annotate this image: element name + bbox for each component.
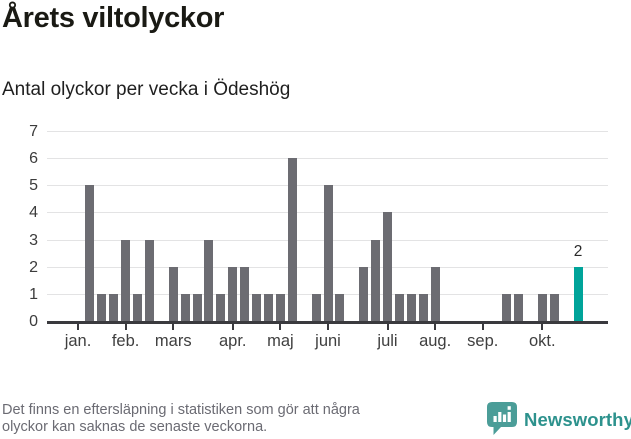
- bar-week-30: [418, 293, 428, 321]
- footer-note-line-2: olyckor kan saknas de senaste veckorna.: [2, 419, 268, 435]
- y-tick-label-6: 6: [29, 150, 38, 168]
- bar-week-17: [263, 293, 273, 321]
- y-tick-label-2: 2: [29, 258, 38, 276]
- bar-week-29: [406, 293, 416, 321]
- bar-week-15: [240, 266, 250, 321]
- x-tick-okt: [541, 324, 544, 330]
- bar-week-40: [537, 293, 547, 321]
- chart-subtitle: Antal olyckor per vecka i Ödeshög: [2, 79, 291, 100]
- brand-wordmark: Newsworthy: [524, 409, 631, 430]
- footer-note: Det finns en eftersläpning i statistiken…: [2, 402, 360, 436]
- x-tick-aug: [434, 324, 437, 330]
- y-tick-label-7: 7: [29, 123, 38, 140]
- bar-week-31: [430, 266, 440, 321]
- month-label-juni: juni: [315, 332, 341, 350]
- x-tick-maj: [279, 324, 282, 330]
- bar-week-19: [287, 158, 297, 321]
- x-tick-juli: [386, 324, 389, 330]
- y-tick-label-3: 3: [29, 231, 38, 249]
- month-label-jan: jan.: [64, 332, 92, 350]
- month-label-feb: feb.: [111, 332, 140, 350]
- gridline-6: [47, 158, 608, 160]
- month-label-juli: juli: [377, 332, 398, 350]
- month-label-maj: maj: [267, 332, 294, 350]
- x-tick-sep: [481, 324, 484, 330]
- y-tick-label-5: 5: [29, 177, 38, 195]
- x-tick-feb: [124, 324, 127, 330]
- bar-week-12: [204, 239, 214, 321]
- bar-week-21: [311, 293, 321, 321]
- x-tick-juni: [327, 324, 329, 330]
- plot-area: jan. feb. mars apr. maj juni juli aug. sep. okt. 2: [47, 131, 608, 350]
- bar-week-13: [216, 293, 226, 321]
- y-tick-label-0: 0: [29, 313, 38, 330]
- bar-week-22: [323, 185, 333, 321]
- x-tick-jan: [77, 324, 79, 330]
- bar-week-18: [275, 293, 285, 321]
- month-label-aug: aug.: [419, 332, 452, 350]
- y-axis: 0 1 2 3 4 5 6 7: [0, 123, 38, 331]
- bar-week-25: [359, 266, 369, 321]
- month-label-apr: apr.: [218, 332, 247, 350]
- gridline-7: [47, 131, 608, 132]
- x-tick-mars: [172, 324, 175, 330]
- bar-week-3: [97, 293, 107, 321]
- bar-week-26: [371, 239, 381, 321]
- y-tick-label-1: 1: [29, 285, 38, 303]
- chart-title: Årets viltolyckor: [2, 2, 225, 34]
- x-tick-apr: [231, 324, 234, 330]
- highlight-value-label: 2: [573, 242, 583, 260]
- newsworthy-badge-icon: [487, 402, 517, 435]
- bar-week-28: [394, 293, 404, 321]
- bar-week-23: [335, 293, 345, 321]
- bar-week-5: [121, 239, 131, 321]
- month-label-okt: okt.: [528, 332, 556, 350]
- bar-week-6: [133, 293, 143, 321]
- bar-week-14: [228, 266, 238, 321]
- bar-week-4: [109, 293, 119, 321]
- bar-week-10: [180, 293, 190, 321]
- month-label-sep: sep.: [467, 332, 499, 350]
- bar-week-11: [192, 293, 202, 321]
- bar-week-43: [573, 266, 583, 321]
- bar-week-7: [144, 239, 154, 321]
- bar-week-9: [168, 266, 178, 321]
- bar-week-41: [549, 293, 559, 321]
- bar-week-38: [513, 293, 523, 321]
- y-tick-label-4: 4: [29, 204, 38, 222]
- footer-note-line-1: Det finns en eftersläpning i statistiken…: [2, 402, 360, 418]
- bar-week-2: [85, 185, 95, 321]
- bar-week-16: [252, 293, 262, 321]
- brand-logo: Newsworthy: [486, 400, 631, 436]
- bar-week-37: [502, 293, 512, 321]
- month-label-mars: mars: [154, 332, 192, 350]
- bar-week-27: [383, 212, 393, 321]
